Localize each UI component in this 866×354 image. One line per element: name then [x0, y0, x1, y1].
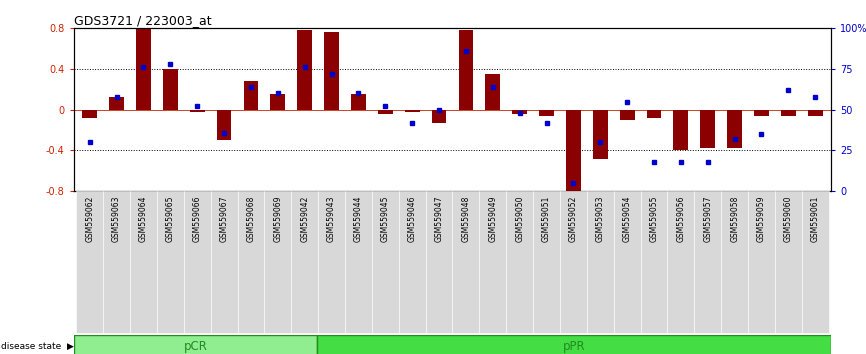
- Bar: [674, 110, 688, 150]
- Text: GSM559044: GSM559044: [354, 195, 363, 242]
- Text: GSM559043: GSM559043: [327, 195, 336, 242]
- Bar: [593, 110, 608, 159]
- Bar: [748, 191, 775, 333]
- Text: GSM559046: GSM559046: [408, 195, 417, 242]
- Text: pPR: pPR: [563, 339, 585, 353]
- Bar: [163, 69, 178, 110]
- Text: GSM559069: GSM559069: [274, 195, 282, 242]
- Bar: [270, 95, 285, 110]
- Bar: [533, 191, 560, 333]
- Text: GSM559064: GSM559064: [139, 195, 148, 242]
- Bar: [109, 97, 124, 110]
- Bar: [727, 110, 742, 148]
- Bar: [641, 191, 668, 333]
- Text: GSM559066: GSM559066: [193, 195, 202, 242]
- Bar: [620, 110, 635, 120]
- Bar: [587, 191, 614, 333]
- Text: GSM559054: GSM559054: [623, 195, 631, 242]
- Text: GSM559048: GSM559048: [462, 195, 470, 242]
- Text: disease state  ▶: disease state ▶: [1, 342, 74, 350]
- Bar: [136, 28, 151, 110]
- Bar: [775, 191, 802, 333]
- Bar: [351, 95, 365, 110]
- Text: GSM559067: GSM559067: [220, 195, 229, 242]
- Bar: [378, 110, 392, 114]
- Text: GSM559053: GSM559053: [596, 195, 604, 242]
- Bar: [560, 191, 587, 333]
- Text: GSM559055: GSM559055: [650, 195, 658, 242]
- Bar: [781, 110, 796, 116]
- Text: GSM559042: GSM559042: [301, 195, 309, 242]
- Text: GSM559050: GSM559050: [515, 195, 524, 242]
- Text: GSM559068: GSM559068: [247, 195, 255, 242]
- Bar: [754, 110, 769, 116]
- Bar: [210, 191, 237, 333]
- Bar: [82, 110, 97, 118]
- Bar: [695, 191, 721, 333]
- Bar: [190, 110, 204, 112]
- Bar: [425, 191, 452, 333]
- Bar: [264, 191, 291, 333]
- Bar: [507, 191, 533, 333]
- Bar: [647, 110, 662, 118]
- Bar: [701, 110, 715, 148]
- Bar: [614, 191, 641, 333]
- Bar: [297, 30, 312, 110]
- Text: GSM559061: GSM559061: [811, 195, 820, 242]
- Text: pCR: pCR: [184, 339, 207, 353]
- Text: GSM559063: GSM559063: [112, 195, 121, 242]
- Bar: [318, 191, 345, 333]
- Bar: [431, 110, 447, 123]
- Bar: [76, 191, 103, 333]
- Bar: [103, 191, 130, 333]
- Bar: [216, 110, 231, 140]
- Bar: [74, 335, 317, 354]
- Bar: [513, 110, 527, 114]
- Text: GSM559062: GSM559062: [85, 195, 94, 242]
- Bar: [566, 110, 581, 191]
- Text: GSM559058: GSM559058: [730, 195, 739, 242]
- Bar: [317, 335, 831, 354]
- Text: GSM559047: GSM559047: [435, 195, 443, 242]
- Bar: [237, 191, 264, 333]
- Bar: [243, 81, 258, 110]
- Text: GSM559052: GSM559052: [569, 195, 578, 242]
- Bar: [291, 191, 318, 333]
- Text: GSM559057: GSM559057: [703, 195, 712, 242]
- Bar: [540, 110, 554, 116]
- Text: GSM559045: GSM559045: [381, 195, 390, 242]
- Bar: [802, 191, 829, 333]
- Bar: [458, 30, 474, 110]
- Text: GSM559051: GSM559051: [542, 195, 551, 242]
- Bar: [808, 110, 823, 116]
- Bar: [345, 191, 372, 333]
- Bar: [157, 191, 184, 333]
- Text: GSM559056: GSM559056: [676, 195, 685, 242]
- Bar: [486, 74, 501, 110]
- Bar: [668, 191, 695, 333]
- Bar: [404, 110, 419, 112]
- Bar: [452, 191, 480, 333]
- Text: GSM559065: GSM559065: [166, 195, 175, 242]
- Bar: [372, 191, 398, 333]
- Text: GDS3721 / 223003_at: GDS3721 / 223003_at: [74, 14, 211, 27]
- Text: GSM559060: GSM559060: [784, 195, 793, 242]
- Bar: [130, 191, 157, 333]
- Bar: [184, 191, 210, 333]
- Bar: [721, 191, 748, 333]
- Bar: [398, 191, 425, 333]
- Bar: [480, 191, 507, 333]
- Bar: [324, 33, 339, 110]
- Text: GSM559059: GSM559059: [757, 195, 766, 242]
- Text: GSM559049: GSM559049: [488, 195, 497, 242]
